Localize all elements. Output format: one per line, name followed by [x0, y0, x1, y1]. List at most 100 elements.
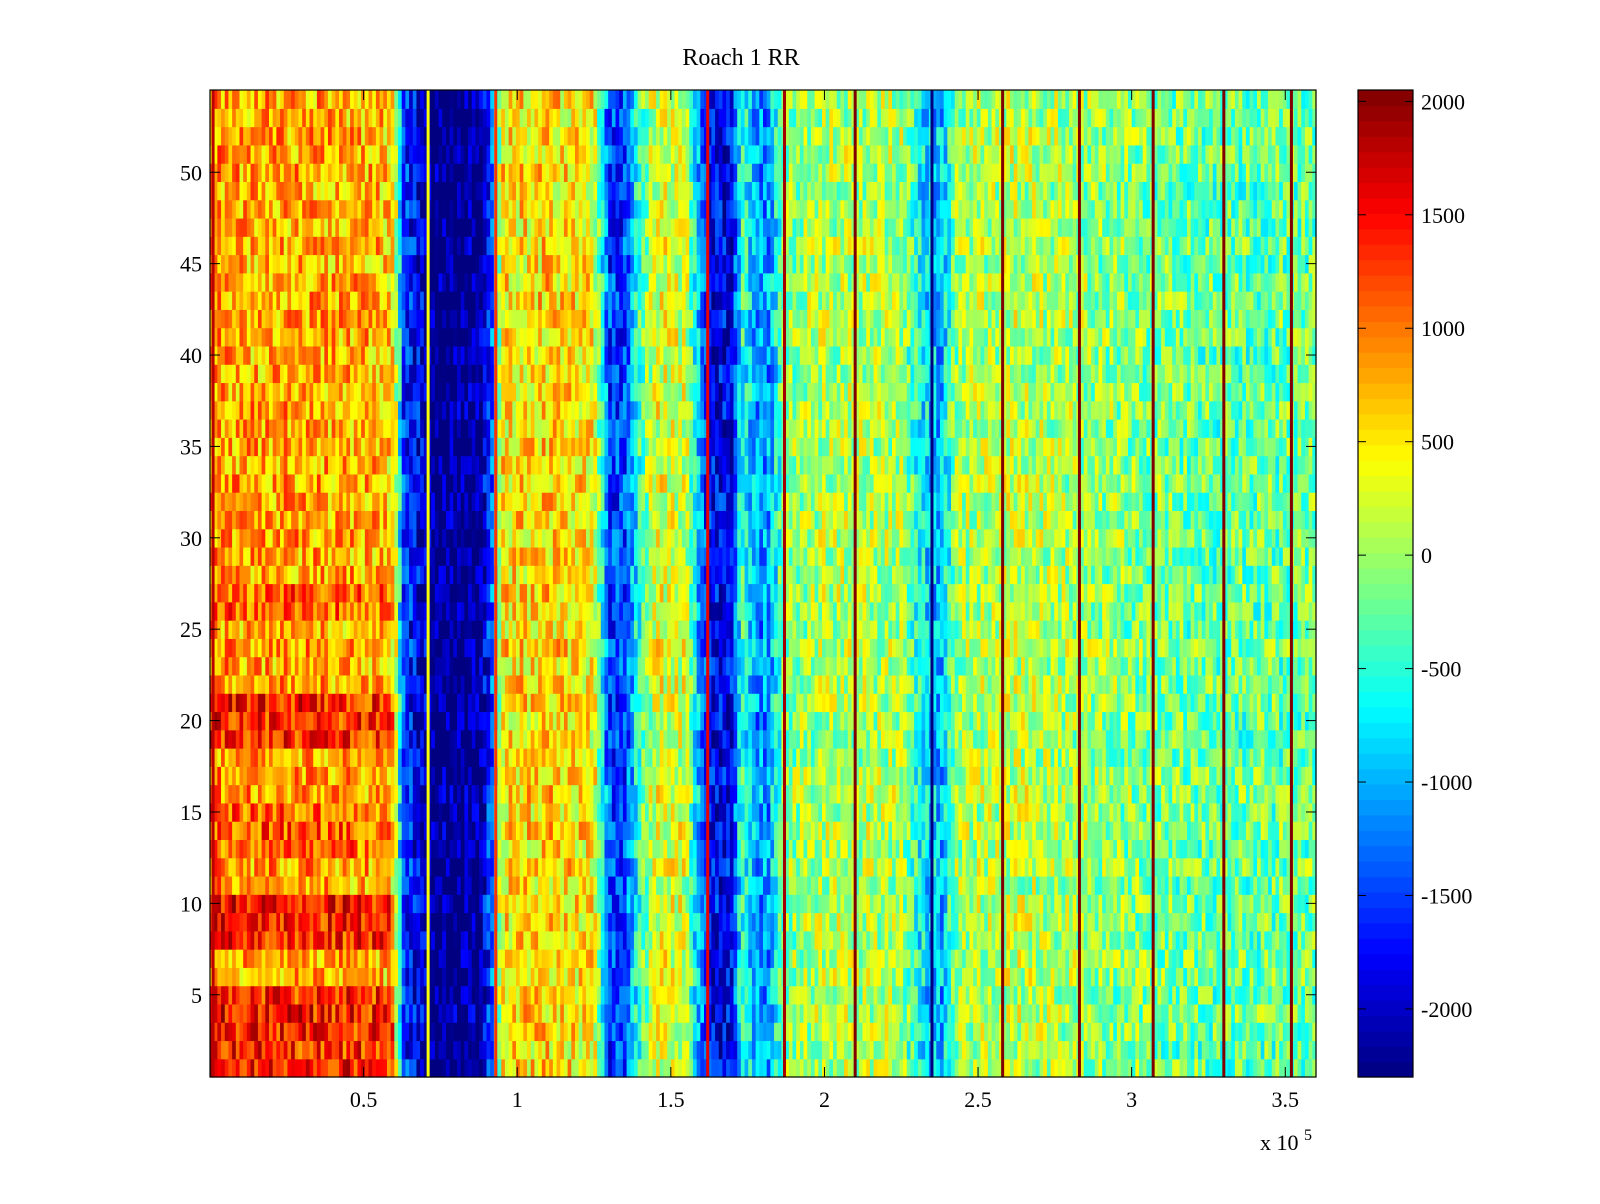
heatmap-cell — [792, 985, 797, 1005]
heatmap-cell — [884, 857, 889, 877]
heatmap-cell — [1050, 1040, 1055, 1060]
heatmap-cell — [449, 949, 454, 968]
heatmap-cell — [545, 1003, 550, 1023]
heatmap-cell — [903, 802, 908, 822]
heatmap-cell — [1172, 839, 1177, 859]
heatmap-cell — [409, 1022, 414, 1042]
heatmap-cell — [1216, 875, 1221, 895]
heatmap-cell — [268, 894, 274, 914]
heatmap-cell — [1249, 967, 1254, 987]
heatmap-cell — [221, 802, 226, 822]
heatmap-cell — [431, 821, 436, 840]
heatmap-cell — [766, 784, 771, 804]
heatmap-cell — [1186, 821, 1192, 840]
heatmap-cell — [652, 1022, 657, 1042]
heatmap-cell — [482, 821, 488, 840]
heatmap-cell — [339, 930, 344, 950]
heatmap-cell — [412, 1040, 418, 1060]
heatmap-cell — [224, 1003, 230, 1023]
heatmap-cell — [888, 985, 893, 1005]
heatmap-cell — [1186, 839, 1192, 859]
heatmap-cell — [460, 985, 465, 1005]
heatmap-cell — [844, 894, 849, 914]
heatmap-cell — [530, 784, 536, 804]
heatmap-cell — [364, 766, 370, 786]
heatmap-cell — [873, 985, 878, 1005]
heatmap-cell — [1175, 802, 1181, 822]
heatmap-cell — [1017, 802, 1022, 822]
heatmap-cell — [527, 802, 532, 822]
heatmap-cell — [320, 1058, 325, 1078]
heatmap-cell — [969, 821, 974, 840]
heatmap-cell — [1264, 1003, 1269, 1023]
heatmap-cell — [401, 1022, 406, 1042]
heatmap-cell — [1245, 985, 1251, 1005]
heatmap-cell — [652, 949, 657, 968]
heatmap-cell — [604, 949, 609, 968]
heatmap-cell — [457, 857, 462, 877]
heatmap-cell — [866, 894, 871, 914]
heatmap-cell — [375, 894, 381, 914]
heatmap-cell — [1253, 784, 1258, 804]
heatmap-cell — [313, 766, 318, 786]
heatmap-cell — [763, 875, 768, 895]
heatmap-cell — [667, 857, 672, 877]
heatmap-cell — [611, 1058, 617, 1078]
heatmap-cell — [1035, 857, 1041, 877]
heatmap-cell — [1179, 857, 1184, 877]
heatmap-cell — [460, 839, 465, 859]
heatmap-cell — [250, 1022, 255, 1042]
heatmap-cell — [1301, 1058, 1306, 1078]
heatmap-cell — [917, 1022, 923, 1042]
heatmap-cell — [468, 784, 473, 804]
heatmap-cell — [501, 985, 506, 1005]
heatmap-cell — [729, 1022, 735, 1042]
heatmap-cell — [615, 766, 620, 786]
heatmap-cell — [567, 967, 572, 987]
heatmap-cell — [1091, 839, 1096, 859]
heatmap-cell — [873, 1022, 878, 1042]
heatmap-cell — [969, 784, 974, 804]
heatmap-cell — [689, 802, 694, 822]
heatmap-cell — [1304, 1003, 1310, 1023]
heatmap-cell — [622, 839, 628, 859]
heatmap-cell — [748, 839, 753, 859]
heatmap-cell — [276, 1058, 281, 1078]
heatmap-cell — [1238, 894, 1243, 914]
heatmap-cell — [637, 985, 642, 1005]
heatmap-cell — [582, 802, 587, 822]
heatmap-cell — [541, 802, 547, 822]
heatmap-cell — [386, 821, 392, 840]
heatmap-cell — [504, 839, 510, 859]
heatmap-cell — [512, 912, 517, 932]
heatmap-cell — [869, 1022, 875, 1042]
heatmap-cell — [1190, 1022, 1195, 1042]
heatmap-cell — [987, 802, 993, 822]
heatmap-cell — [810, 857, 816, 877]
heatmap-cell — [353, 839, 359, 859]
heatmap-cell — [670, 802, 676, 822]
heatmap-cell — [1135, 784, 1140, 804]
heatmap-cell — [818, 766, 823, 786]
heatmap-cell — [442, 839, 447, 859]
heatmap-cell — [1245, 949, 1251, 968]
heatmap-cell — [836, 802, 842, 822]
heatmap-cell — [1054, 949, 1059, 968]
heatmap-cell — [648, 766, 653, 786]
heatmap-cell — [235, 802, 241, 822]
heatmap-cell — [1175, 949, 1181, 968]
heatmap-cell — [563, 1040, 569, 1060]
heatmap-cell — [962, 821, 967, 840]
heatmap-cell — [788, 1003, 794, 1023]
heatmap-cell — [958, 1003, 963, 1023]
heatmap-cell — [663, 912, 668, 932]
heatmap-cell — [1286, 949, 1291, 968]
heatmap-cell — [1068, 821, 1074, 840]
heatmap-cell — [460, 894, 465, 914]
heatmap-cell — [390, 1003, 395, 1023]
heatmap-cell — [821, 949, 827, 968]
heatmap-cell — [291, 1040, 296, 1060]
heatmap-cell — [987, 839, 993, 859]
heatmap-cell — [1164, 1040, 1170, 1060]
heatmap-cell — [858, 1058, 864, 1078]
